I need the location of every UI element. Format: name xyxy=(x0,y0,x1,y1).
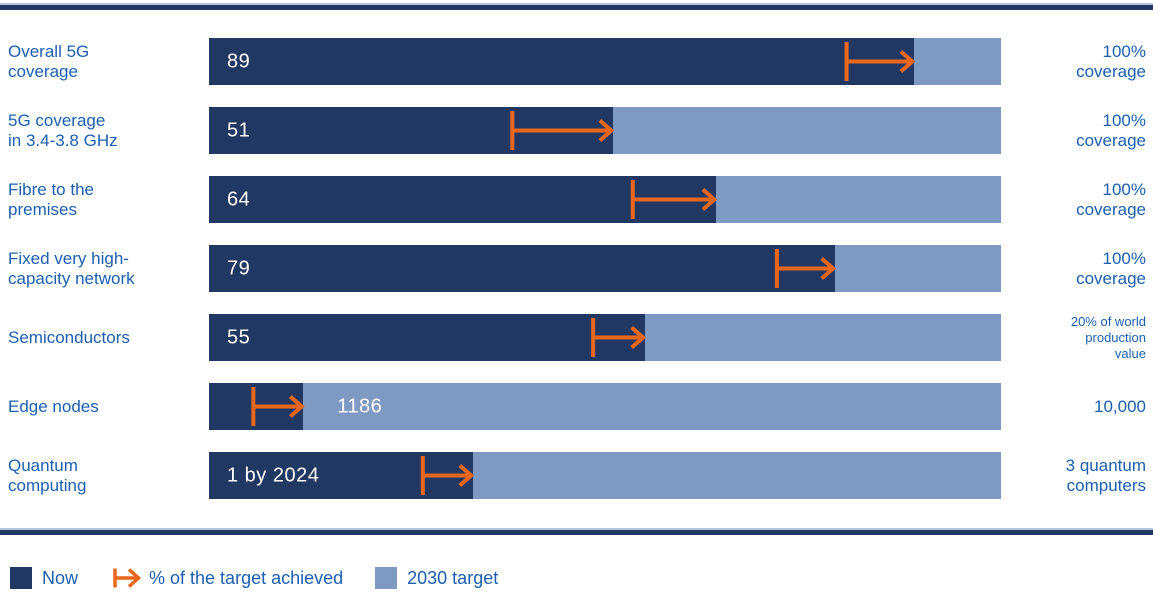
row-label: 5G coverage in 3.4-3.8 GHz xyxy=(8,110,118,150)
bar-value: 1186 xyxy=(337,395,383,417)
bar-track: 55 xyxy=(209,314,1001,361)
row-label: Overall 5G coverage xyxy=(8,41,90,81)
legend-label: % of the target achieved xyxy=(149,567,344,588)
row-label: Fibre to the premises xyxy=(8,179,94,219)
bar-value: 64 xyxy=(227,188,251,210)
chart-row-fibre: Fibre to the premises 64 100% coverage xyxy=(0,176,1153,223)
progress-arrow-icon xyxy=(510,111,615,150)
target-label: 10,000 xyxy=(1094,396,1146,416)
legend-item-now: Now xyxy=(10,567,78,589)
progress-arrow-icon xyxy=(774,249,837,288)
progress-arrow-icon xyxy=(420,456,475,495)
chart-row-semiconductors: Semiconductors 55 20% of world productio… xyxy=(0,314,1153,361)
progress-arrow-icon xyxy=(844,42,916,81)
row-label: Edge nodes xyxy=(8,396,99,416)
chart-row-edge-nodes: Edge nodes 1186 10,000 xyxy=(0,383,1153,430)
bar-value: 55 xyxy=(227,326,251,348)
bar-value: 51 xyxy=(227,119,251,141)
bar-track: 1186 xyxy=(209,383,1001,430)
chart-row-quantum: Quantum computing 1 by 2024 3 quantum co… xyxy=(0,452,1153,499)
bar-value: 79 xyxy=(227,257,251,279)
chart-legend: Now % of the target achieved 2030 target xyxy=(10,566,498,590)
bar-now-segment xyxy=(209,245,835,292)
progress-arrow-icon xyxy=(591,318,647,357)
target-label: 20% of world production value xyxy=(1070,313,1146,361)
now-swatch-icon xyxy=(10,567,32,589)
chart-rows: Overall 5G coverage 89 100% coverage 5G … xyxy=(0,38,1153,521)
bar-track: 1 by 2024 xyxy=(209,452,1001,499)
bar-value: 89 xyxy=(227,50,251,72)
row-label: Semiconductors xyxy=(8,327,130,347)
bar-track: 51 xyxy=(209,107,1001,154)
legend-label: 2030 target xyxy=(407,567,499,588)
legend-label: Now xyxy=(42,567,79,588)
row-label: Quantum computing xyxy=(8,455,87,495)
target-label: 100% coverage xyxy=(1076,110,1146,150)
target-label: 3 quantum computers xyxy=(1065,455,1146,495)
progress-arrow-icon xyxy=(113,568,142,588)
chart-row-overall-5g: Overall 5G coverage 89 100% coverage xyxy=(0,38,1153,85)
row-label: Fixed very high- capacity network xyxy=(8,248,135,288)
legend-item-2030-target: 2030 target xyxy=(375,567,498,589)
bar-now-segment xyxy=(209,38,914,85)
bar-track: 89 xyxy=(209,38,1001,85)
bottom-rule-divider xyxy=(0,528,1153,535)
bar-track: 64 xyxy=(209,176,1001,223)
target-label: 100% coverage xyxy=(1076,179,1146,219)
progress-arrow-icon xyxy=(251,387,305,426)
top-rule-divider xyxy=(0,3,1153,10)
bar-track: 79 xyxy=(209,245,1001,292)
bar-value: 1 by 2024 xyxy=(227,464,320,486)
chart-row-vhcn: Fixed very high- capacity network 79 100… xyxy=(0,245,1153,292)
progress-arrow-icon xyxy=(630,180,718,219)
legend-item-achieved: % of the target achieved xyxy=(112,566,343,590)
bar-now-segment xyxy=(209,314,645,361)
chart-row-5g-band: 5G coverage in 3.4-3.8 GHz 51 100% cover… xyxy=(0,107,1153,154)
target-swatch-icon xyxy=(375,567,398,589)
target-label: 100% coverage xyxy=(1076,248,1146,288)
target-label: 100% coverage xyxy=(1076,41,1146,81)
